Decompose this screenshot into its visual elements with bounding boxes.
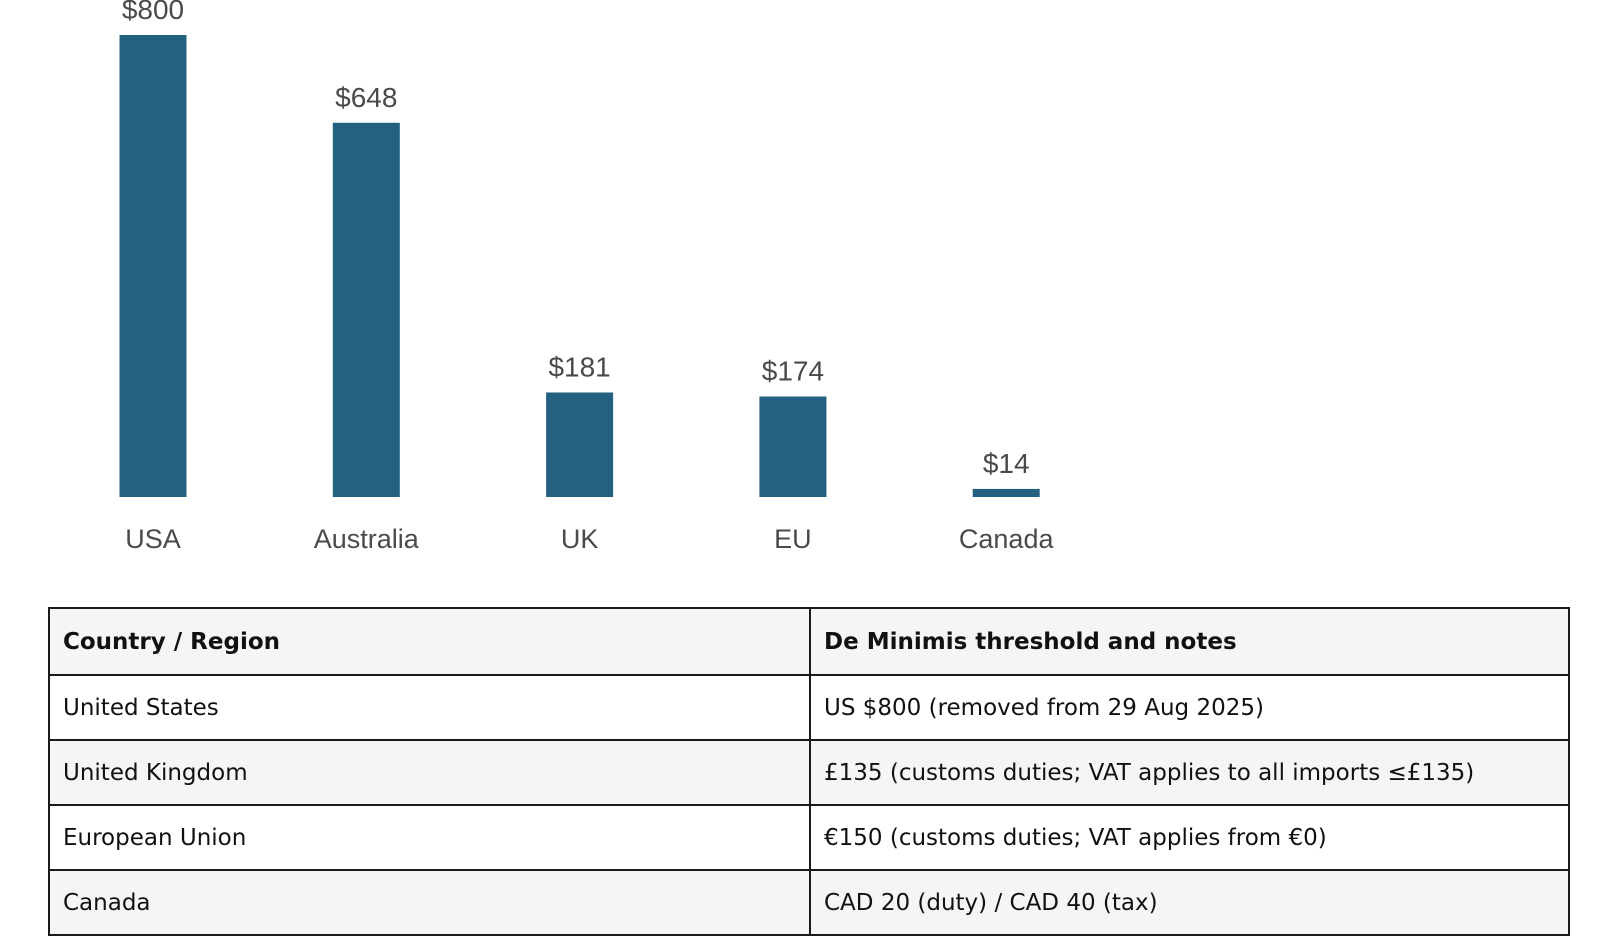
column-header-country: Country / Region [48, 607, 811, 676]
bar-canada [972, 488, 1040, 497]
cell-threshold: CAD 20 (duty) / CAD 40 (tax) [809, 869, 1570, 936]
bar-usa [119, 35, 187, 497]
cell-country: United Kingdom [48, 739, 811, 806]
cell-country: United States [48, 674, 811, 741]
table-row: European Union €150 (customs duties; VAT… [48, 804, 1570, 871]
table-row: United States US $800 (removed from 29 A… [48, 674, 1570, 741]
de-minimis-table: Country / Region De Minimis threshold an… [48, 607, 1570, 936]
data-label: $181 [548, 351, 610, 382]
cell-threshold: €150 (customs duties; VAT applies from €… [809, 804, 1570, 871]
cell-country: European Union [48, 804, 811, 871]
cell-country: Canada [48, 869, 811, 936]
column-header-threshold: De Minimis threshold and notes [809, 607, 1570, 676]
x-tick-label: USA [125, 524, 181, 554]
table-row: Canada CAD 20 (duty) / CAD 40 (tax) [48, 869, 1570, 936]
bar-australia [332, 122, 400, 497]
x-tick-label: EU [774, 524, 812, 554]
cell-threshold: US $800 (removed from 29 Aug 2025) [809, 674, 1570, 741]
bar-eu [759, 396, 827, 497]
data-label: $800 [122, 0, 184, 25]
table-header-row: Country / Region De Minimis threshold an… [48, 607, 1570, 676]
bar-uk [546, 392, 614, 497]
bar-chart: $800 USA $648 Australia $181 UK $174 EU $14 Canad… [119, 0, 1055, 554]
cell-threshold: £135 (customs duties; VAT applies to all… [809, 739, 1570, 806]
x-tick-label: Australia [314, 524, 420, 554]
data-label: $648 [335, 82, 397, 113]
data-label: $14 [983, 448, 1030, 479]
x-tick-label: UK [561, 524, 599, 554]
x-tick-label: Canada [959, 524, 1055, 554]
table-row: United Kingdom £135 (customs duties; VAT… [48, 739, 1570, 806]
data-label: $174 [762, 356, 824, 387]
